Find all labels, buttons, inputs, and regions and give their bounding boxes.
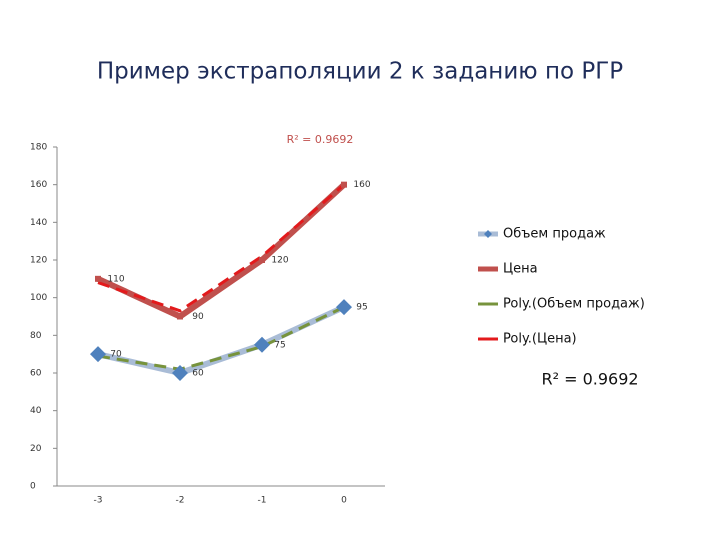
marker: [341, 181, 347, 188]
y-tick-label: 160: [30, 180, 47, 190]
marker: [177, 313, 183, 320]
y-tick-label: 120: [30, 256, 47, 266]
data-label: 160: [353, 180, 370, 190]
legend-marker: [484, 230, 492, 238]
data-label: 70: [110, 350, 122, 360]
legend-marker: [486, 266, 491, 272]
y-tick-label: 40: [30, 406, 42, 416]
x-tick-label: -3: [94, 496, 103, 506]
y-tick-label: 20: [30, 444, 42, 454]
marker: [172, 365, 188, 381]
y-tick-label: 140: [30, 218, 47, 228]
annotation: R² = 0.9692: [287, 133, 354, 146]
x-tick-label: -2: [176, 496, 185, 506]
series-line: [97, 304, 346, 376]
y-tick-label: 0: [30, 482, 36, 492]
marker: [90, 346, 106, 363]
data-label: 90: [192, 312, 204, 322]
chart-title: Пример экстраполяции 2 к заданию по РГР: [97, 59, 623, 85]
trend-line: [97, 305, 345, 371]
marker: [336, 299, 352, 316]
y-tick-label: 60: [30, 369, 42, 379]
legend-label: Poly.(Объем продаж): [503, 297, 645, 312]
annotation: R² = 0.9692: [541, 370, 638, 389]
trend-line: [97, 183, 345, 313]
legend-label: Объем продаж: [503, 227, 606, 242]
marker: [254, 336, 270, 353]
y-tick-label: 100: [30, 293, 47, 303]
data-label: 60: [192, 369, 204, 379]
x-tick-label: -1: [258, 496, 267, 506]
data-label: 95: [356, 303, 367, 313]
data-label: 120: [271, 256, 288, 266]
data-label: 110: [107, 274, 124, 284]
x-tick-label: 0: [341, 496, 347, 506]
marker: [259, 257, 265, 263]
y-tick-label: 180: [30, 143, 47, 153]
data-label: 75: [274, 340, 285, 350]
marker: [95, 275, 101, 282]
legend-label: Poly.(Цена): [503, 332, 577, 347]
y-tick-label: 80: [30, 331, 42, 341]
legend-label: Цена: [503, 262, 538, 277]
